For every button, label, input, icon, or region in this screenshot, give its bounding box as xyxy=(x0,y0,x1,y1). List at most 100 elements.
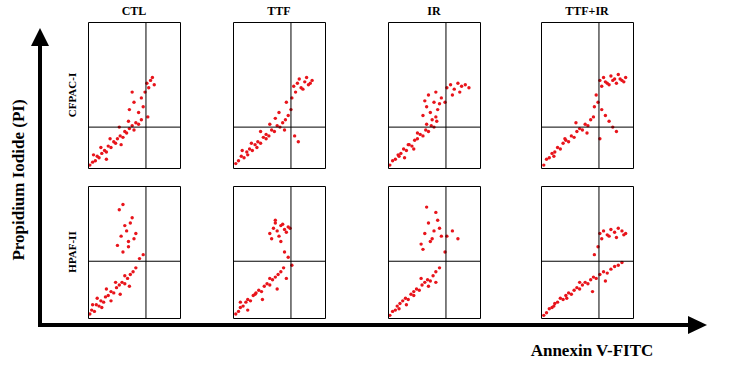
event-point xyxy=(542,163,545,166)
event-point xyxy=(595,93,598,96)
event-point xyxy=(301,87,304,90)
event-point xyxy=(127,245,130,248)
axis-line xyxy=(388,23,389,169)
event-point xyxy=(126,277,129,280)
event-point xyxy=(425,123,428,126)
x-axis-top xyxy=(234,186,326,187)
event-point xyxy=(118,283,121,286)
event-point xyxy=(132,128,135,131)
x-axis-top xyxy=(542,22,634,23)
event-point xyxy=(405,303,408,306)
y-axis-right xyxy=(325,187,326,319)
panel xyxy=(388,186,481,319)
event-point xyxy=(423,232,426,235)
axis-line xyxy=(389,186,481,187)
event-point xyxy=(91,303,94,306)
event-point xyxy=(277,234,280,237)
event-point xyxy=(419,242,422,245)
event-point xyxy=(264,137,267,140)
quadrant-gate xyxy=(145,22,146,168)
event-point xyxy=(131,270,134,273)
event-point xyxy=(397,155,400,158)
axis-line xyxy=(480,187,481,319)
event-point xyxy=(429,111,432,114)
event-point xyxy=(309,82,312,85)
event-point xyxy=(283,250,286,253)
event-point xyxy=(92,153,95,156)
event-point xyxy=(412,290,415,293)
event-point xyxy=(274,219,277,222)
event-point xyxy=(134,266,137,269)
event-point xyxy=(622,80,625,83)
column-label: TTF xyxy=(267,4,290,18)
event-point xyxy=(119,234,122,237)
event-point xyxy=(434,270,437,273)
event-point xyxy=(253,293,256,296)
event-point xyxy=(96,297,99,300)
y-axis-right xyxy=(180,187,181,319)
y-axis xyxy=(88,187,89,319)
x-axis xyxy=(89,168,181,169)
event-point xyxy=(434,90,437,93)
event-point xyxy=(545,311,548,314)
x-axis-top xyxy=(389,186,481,187)
event-point xyxy=(123,224,126,227)
event-point xyxy=(602,229,605,232)
event-point xyxy=(105,287,108,290)
event-point xyxy=(617,264,620,267)
event-point xyxy=(296,82,299,85)
plot-area xyxy=(88,186,180,318)
event-point xyxy=(581,128,584,131)
event-point xyxy=(405,149,408,152)
event-point xyxy=(119,293,122,296)
event-point xyxy=(423,281,426,284)
axis-line xyxy=(633,187,634,319)
event-point xyxy=(237,159,240,162)
event-point xyxy=(282,266,285,269)
event-point xyxy=(427,93,430,96)
x-axis xyxy=(389,318,481,319)
event-point xyxy=(263,285,266,288)
event-point xyxy=(609,228,612,231)
event-point xyxy=(107,294,110,297)
panel xyxy=(88,22,181,169)
y-axis-right xyxy=(633,187,634,319)
event-point xyxy=(578,281,581,284)
event-point xyxy=(615,82,618,85)
event-point xyxy=(604,279,607,282)
event-point xyxy=(284,118,287,121)
event-point xyxy=(114,281,117,284)
event-point xyxy=(153,83,156,86)
event-point xyxy=(615,130,618,133)
event-point xyxy=(97,156,100,159)
quadrant-gate xyxy=(388,127,480,128)
axis-line xyxy=(89,318,181,319)
axis-line xyxy=(633,23,634,169)
event-point xyxy=(127,240,130,243)
event-point xyxy=(127,120,130,123)
event-point xyxy=(129,273,132,276)
event-point xyxy=(451,229,454,232)
event-point xyxy=(112,291,115,294)
axis-line xyxy=(325,187,326,319)
x-axis xyxy=(542,318,634,319)
event-point xyxy=(149,79,152,82)
event-point xyxy=(429,279,432,282)
event-point xyxy=(607,120,610,123)
event-point xyxy=(132,101,135,104)
event-point xyxy=(137,123,140,126)
event-point xyxy=(241,149,244,152)
event-point xyxy=(600,237,603,240)
event-point xyxy=(260,290,263,293)
plot-area xyxy=(541,22,633,168)
event-point xyxy=(607,234,610,237)
axis-line xyxy=(234,318,326,319)
event-point xyxy=(250,141,253,144)
event-point xyxy=(109,299,112,302)
event-point xyxy=(398,302,401,305)
event-point xyxy=(542,314,545,317)
event-point xyxy=(125,229,128,232)
event-point xyxy=(294,90,297,93)
quadrant-gate xyxy=(290,22,291,168)
axis-line xyxy=(542,22,634,23)
